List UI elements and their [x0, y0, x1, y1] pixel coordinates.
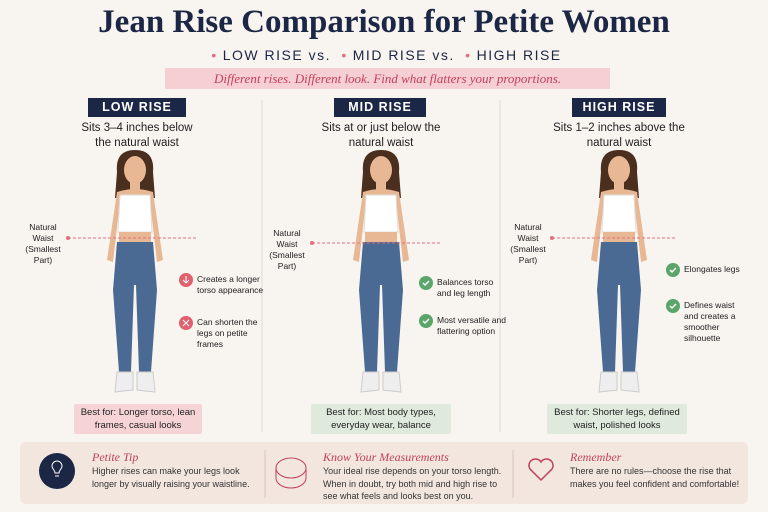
- waist-label: Natural Waist (Smallest Part): [510, 222, 546, 265]
- tip-text: Higher rises can make your legs look lon…: [92, 466, 250, 489]
- tip-title: Remember: [570, 450, 622, 464]
- rise-label: LOW RISE: [88, 98, 186, 117]
- note: Creates a longer torso appearance: [197, 274, 264, 295]
- subtitle-item: MID RISE vs.: [336, 47, 454, 63]
- description: Sits 3–4 inches below the natural waist: [81, 122, 193, 149]
- waist-label: Natural Waist (Smallest Part): [269, 228, 305, 271]
- best-for: Best for: Most body types, everyday wear…: [311, 404, 451, 434]
- tip-title: Petite Tip: [92, 450, 139, 464]
- note: Defines waist and creates a smoother sil…: [684, 300, 736, 343]
- tip-title: Know Your Measurements: [323, 450, 449, 464]
- waist-label: Natural Waist (Smallest Part): [25, 222, 61, 265]
- title: Jean Rise Comparison for Petite Women: [98, 4, 670, 40]
- note: Can shorten the legs on petite frames: [197, 317, 258, 349]
- note: Most versatile and flattering option: [437, 315, 506, 336]
- best-for: Best for: Longer torso, lean frames, cas…: [74, 404, 202, 434]
- tagline: Different rises. Different look. Find wh…: [165, 68, 610, 89]
- description: Sits 1–2 inches above the natural waist: [553, 122, 685, 149]
- note: Elongates legs: [684, 264, 740, 274]
- description: Sits at or just below the natural waist: [321, 122, 441, 149]
- subtitle: LOW RISE vs. MID RISE vs. HIGH RISE: [0, 47, 768, 63]
- rise-label: HIGH RISE: [572, 98, 666, 117]
- subtitle-item: HIGH RISE: [460, 47, 561, 63]
- tip-text: There are no rules—choose the rise that …: [570, 466, 740, 489]
- subtitle-item: LOW RISE vs.: [206, 47, 331, 63]
- rise-label: MID RISE: [334, 98, 426, 117]
- note: Balances torso and leg length: [437, 277, 494, 298]
- tip-text: Your ideal rise depends on your torso le…: [323, 466, 502, 501]
- best-for: Best for: Shorter legs, defined waist, p…: [547, 404, 687, 434]
